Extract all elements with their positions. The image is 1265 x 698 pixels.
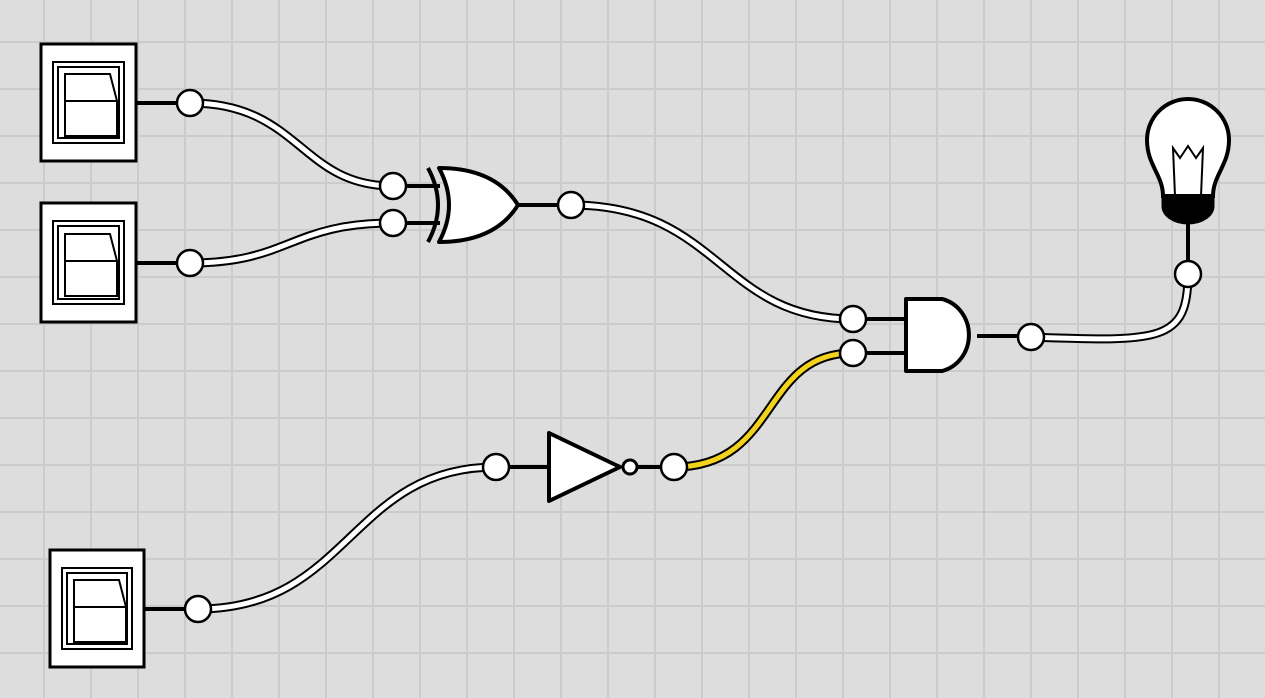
not-gate-input-pin[interactable]: [481, 452, 511, 482]
lightbulb[interactable]: [1144, 97, 1232, 262]
switch-3-rocker: [73, 579, 128, 643]
wire-xor-to-and-fill: [568, 202, 856, 322]
bulb-filament: [1171, 144, 1205, 197]
wire-switch1-to-xor-fill: [187, 100, 396, 189]
wire-and-to-bulb-fill: [1028, 271, 1191, 342]
xor-gate[interactable]: [405, 166, 559, 244]
and-gate[interactable]: [865, 297, 1019, 373]
wire-not-to-and-fill: [671, 350, 856, 470]
switch-2[interactable]: [39, 201, 178, 324]
not-gate-triangle: [547, 431, 622, 503]
switch-1[interactable]: [39, 42, 178, 163]
switch-1-rocker: [64, 73, 119, 137]
and-gate-input-2-pin[interactable]: [838, 338, 868, 368]
xor-gate-input-2-pin[interactable]: [378, 208, 408, 238]
and-gate-body: [904, 297, 971, 373]
lightbulb-input-pin[interactable]: [1173, 259, 1203, 289]
wire-switch3-to-not[interactable]: [193, 462, 501, 614]
xor-gate-output-pin[interactable]: [556, 190, 586, 220]
wire-switch3-to-not-fill: [195, 464, 499, 612]
xor-gate-body: [437, 166, 520, 244]
wire-switch1-to-xor[interactable]: [185, 98, 398, 191]
and-gate-output-pin[interactable]: [1016, 322, 1046, 352]
switch-3[interactable]: [48, 548, 186, 669]
not-gate[interactable]: [508, 431, 662, 503]
xor-gate-input-1-pin[interactable]: [378, 171, 408, 201]
switch-1-output-pin[interactable]: [175, 88, 205, 118]
wire-not-to-and[interactable]: [669, 348, 858, 472]
wire-and-to-bulb[interactable]: [1026, 269, 1193, 344]
switch-2-output-pin[interactable]: [175, 248, 205, 278]
wire-xor-to-and[interactable]: [566, 200, 858, 324]
not-gate-output-pin[interactable]: [659, 452, 689, 482]
switch-3-output-pin[interactable]: [183, 594, 213, 624]
not-gate-bubble: [621, 458, 639, 476]
wire-switch2-to-xor-fill: [187, 220, 396, 266]
wire-switch2-to-xor[interactable]: [185, 218, 398, 268]
bulb-base: [1161, 194, 1215, 225]
and-gate-input-1-pin[interactable]: [838, 304, 868, 334]
xor-gate-back-curve: [426, 167, 440, 243]
switch-2-rocker: [64, 233, 119, 297]
